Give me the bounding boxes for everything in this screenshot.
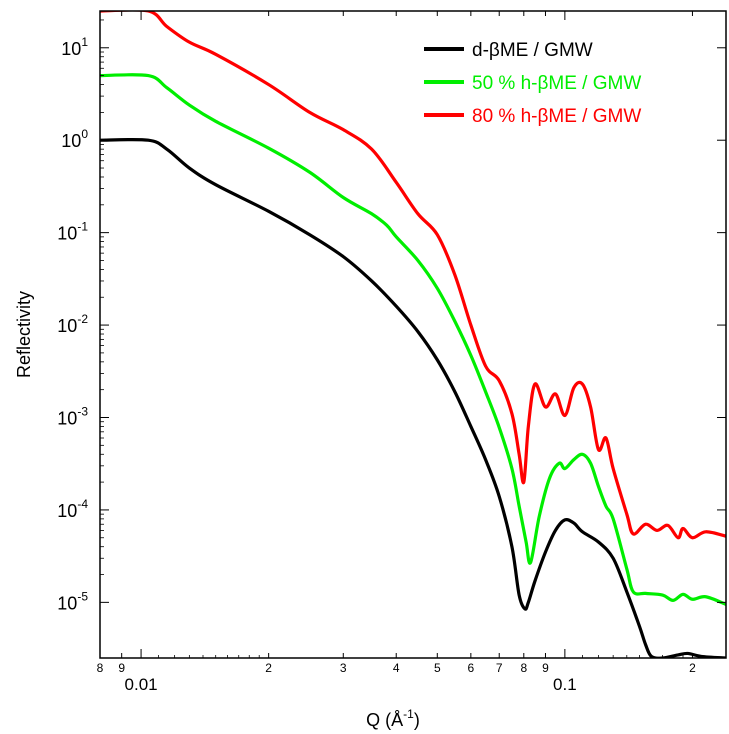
plot-frame <box>99 10 727 659</box>
x-tick-label: 3 <box>340 661 347 675</box>
x-tick-label: 5 <box>434 661 441 675</box>
legend-label-1: 50 % h-βME / GMW <box>472 73 641 94</box>
x-tick-label: 7 <box>496 661 503 675</box>
x-axis-title: Q (Å-1) <box>366 707 420 730</box>
legend-label-0: d-βME / GMW <box>472 40 593 61</box>
series-line-1 <box>100 73 726 606</box>
series-line-2 <box>100 11 726 540</box>
x-tick-label: 8 <box>520 661 527 675</box>
x-tick-label: 6 <box>468 661 475 675</box>
x-tick-label: 0.01 <box>125 675 158 694</box>
x-tick-label: 0.1 <box>553 675 577 694</box>
x-tick-label: 9 <box>542 661 549 675</box>
legend-label-2: 80 % h-βME / GMW <box>472 106 641 127</box>
y-tick-label: 10-3 <box>57 404 88 428</box>
x-tick-label: 9 <box>118 661 125 675</box>
series-line-0 <box>100 137 726 658</box>
x-tick-label: 2 <box>265 661 272 675</box>
y-tick-label: 10-4 <box>57 497 88 521</box>
y-tick-label: 10-1 <box>57 220 88 244</box>
y-tick-label: 101 <box>61 35 88 59</box>
legend: d-βME / GMW 50 % h-βME / GMW 80 % h-βME / … <box>424 40 641 127</box>
x-tick-label: 4 <box>393 661 400 675</box>
y-tick-label: 10-2 <box>57 312 88 336</box>
y-tick-label: 10-5 <box>57 589 88 613</box>
x-tick-label: 2 <box>689 661 696 675</box>
y-axis-title: Reflectivity <box>14 291 34 378</box>
y-tick-label: 100 <box>61 127 88 151</box>
x-tick-label: 8 <box>97 661 104 675</box>
